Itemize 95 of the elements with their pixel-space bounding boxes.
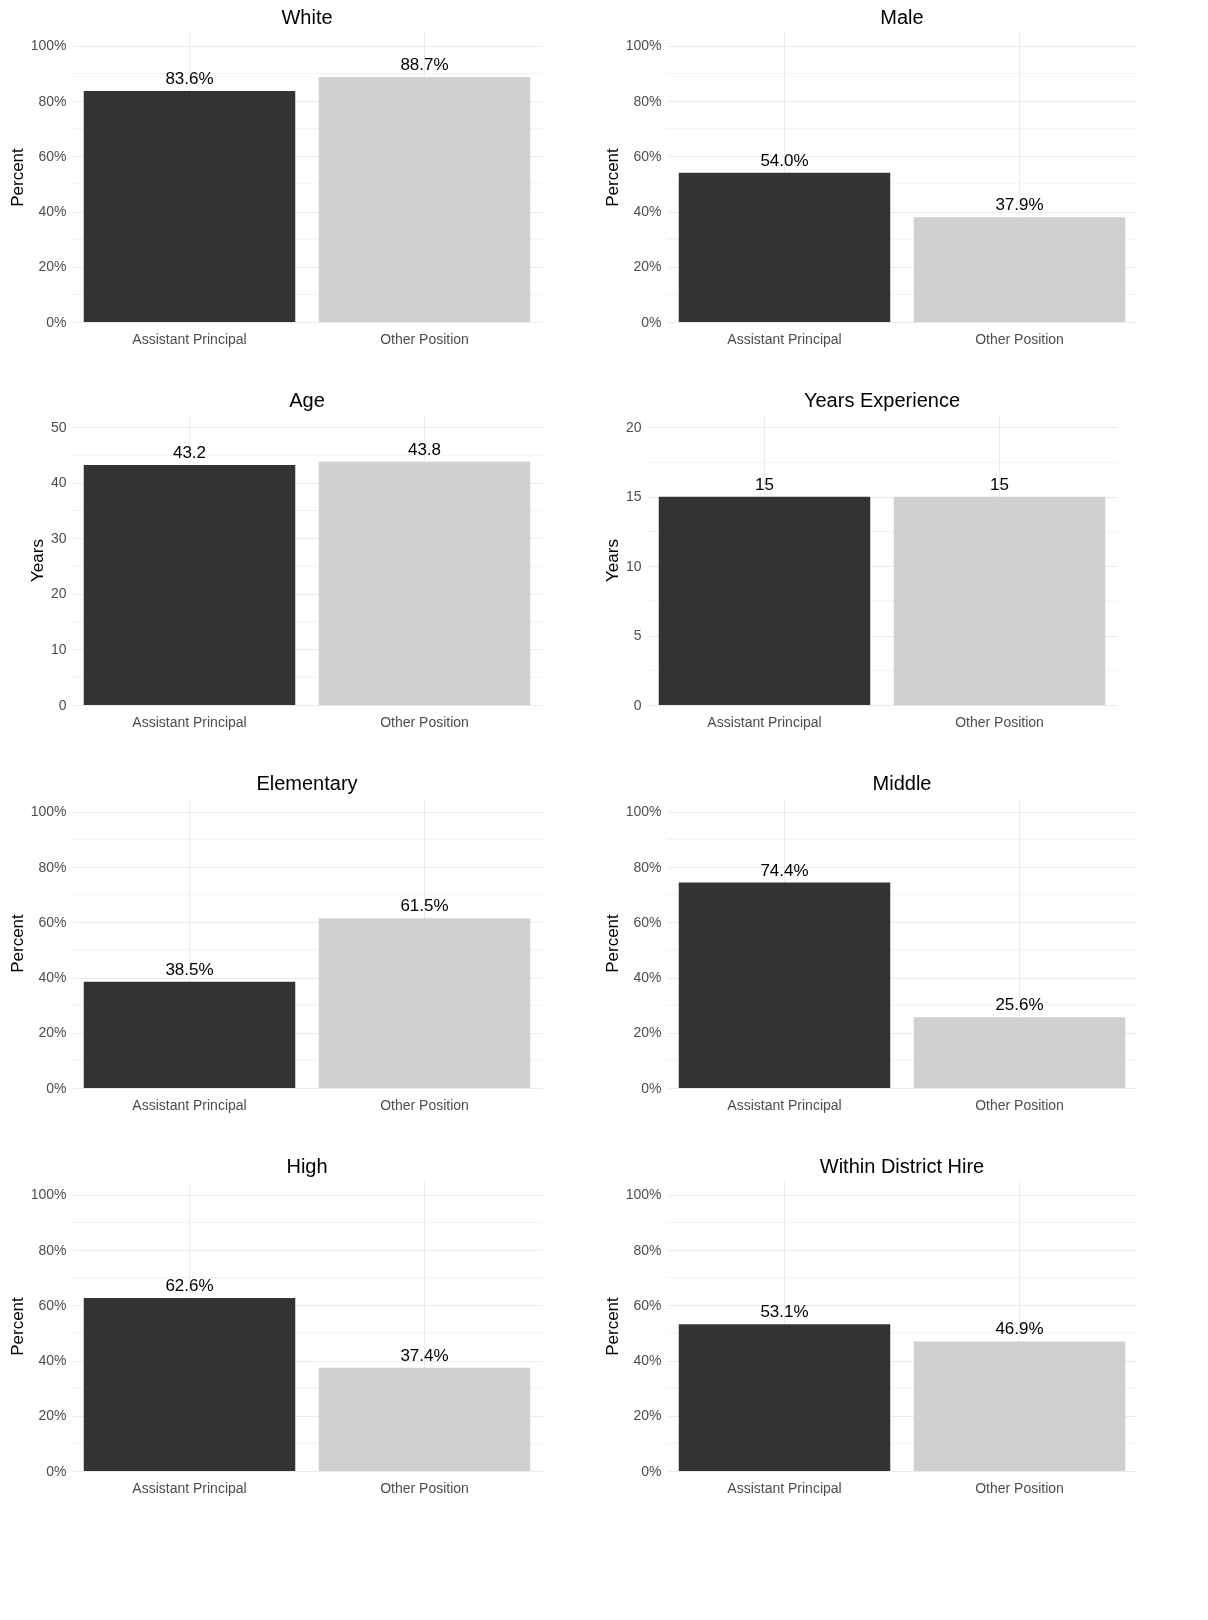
x-tick-label: Assistant Principal bbox=[132, 1479, 247, 1496]
y-axis-title: Percent bbox=[7, 147, 27, 207]
y-tick-label: 80% bbox=[38, 1241, 67, 1258]
y-tick-label: 20% bbox=[38, 1407, 67, 1424]
y-tick-label: 20% bbox=[633, 1407, 662, 1424]
data-label: 37.9% bbox=[995, 195, 1044, 215]
y-tick-label: 30 bbox=[50, 529, 67, 546]
y-tick-label: 40% bbox=[633, 969, 662, 986]
data-label: 83.6% bbox=[165, 69, 214, 89]
data-label: 46.9% bbox=[995, 1319, 1044, 1339]
chart-title: Elementary bbox=[256, 772, 358, 794]
y-tick-label: 60% bbox=[633, 1296, 662, 1313]
y-axis-title: Percent bbox=[602, 913, 622, 973]
data-label: 25.6% bbox=[995, 995, 1044, 1015]
y-axis-title: Percent bbox=[7, 913, 27, 973]
data-label: 88.7% bbox=[400, 55, 449, 75]
y-tick-label: 40% bbox=[633, 203, 662, 220]
y-tick-label: 80% bbox=[38, 92, 67, 109]
y-axis-title: Percent bbox=[602, 147, 622, 207]
chart-title: Within District Hire bbox=[819, 1155, 985, 1177]
y-tick-label: 0% bbox=[641, 1462, 662, 1479]
chart-title: Years Experience bbox=[803, 389, 961, 411]
y-tick-label: 0% bbox=[46, 1462, 67, 1479]
y-tick-label: 0 bbox=[633, 696, 642, 713]
x-tick-label: Assistant Principal bbox=[727, 1479, 842, 1496]
data-label: 74.4% bbox=[760, 860, 809, 880]
y-tick-label: 10 bbox=[50, 640, 67, 657]
x-tick-label: Assistant Principal bbox=[707, 713, 822, 730]
y-tick-label: 100% bbox=[625, 1186, 662, 1203]
y-tick-label: 0% bbox=[46, 1079, 67, 1096]
y-tick-label: 80% bbox=[38, 858, 67, 875]
y-tick-label: 20% bbox=[633, 258, 662, 275]
y-tick-label: 10 bbox=[625, 557, 642, 574]
x-tick-label: Other Position bbox=[975, 330, 1064, 347]
y-tick-label: 60% bbox=[38, 147, 67, 164]
x-tick-label: Assistant Principal bbox=[132, 1096, 247, 1113]
chart-title: Age bbox=[289, 389, 325, 411]
data-label: 62.6% bbox=[165, 1276, 214, 1296]
x-tick-label: Assistant Principal bbox=[727, 330, 842, 347]
y-axis-title: Percent bbox=[602, 1296, 622, 1356]
data-label: 43.2 bbox=[172, 443, 207, 462]
data-label: 53.1% bbox=[760, 1302, 809, 1322]
y-tick-label: 100% bbox=[625, 37, 662, 54]
x-tick-label: Other Position bbox=[380, 713, 469, 730]
data-label: 15 bbox=[990, 474, 1009, 494]
y-tick-label: 60% bbox=[633, 913, 662, 930]
y-tick-label: 80% bbox=[633, 92, 662, 109]
y-tick-label: 20 bbox=[50, 585, 67, 602]
x-tick-label: Assistant Principal bbox=[132, 330, 247, 347]
data-label: 61.5% bbox=[400, 896, 449, 916]
chart-title: Male bbox=[880, 6, 924, 28]
y-axis-title: Percent bbox=[7, 1296, 27, 1356]
data-label: 37.4% bbox=[400, 1345, 449, 1365]
x-tick-label: Other Position bbox=[380, 1479, 469, 1496]
y-tick-label: 20% bbox=[38, 258, 67, 275]
data-label: 54.0% bbox=[760, 150, 809, 170]
chart-title: Middle bbox=[872, 772, 932, 794]
y-tick-label: 100% bbox=[30, 37, 67, 54]
data-label: 38.5% bbox=[165, 959, 214, 979]
y-axis-title: Years bbox=[27, 539, 47, 582]
y-tick-label: 40% bbox=[38, 203, 67, 220]
y-tick-label: 100% bbox=[30, 803, 67, 820]
chart-title: White bbox=[281, 6, 333, 28]
y-tick-label: 40% bbox=[633, 1352, 662, 1369]
chart-title: High bbox=[286, 1155, 328, 1177]
x-tick-label: Other Position bbox=[380, 330, 469, 347]
x-tick-label: Other Position bbox=[975, 1096, 1064, 1113]
x-tick-label: Assistant Principal bbox=[132, 713, 247, 730]
y-tick-label: 20 bbox=[625, 418, 642, 435]
data-label: 43.8 bbox=[407, 439, 442, 459]
y-tick-label: 60% bbox=[633, 147, 662, 164]
y-tick-label: 20% bbox=[38, 1024, 67, 1041]
y-tick-label: 100% bbox=[30, 1186, 67, 1203]
y-tick-label: 40 bbox=[50, 474, 67, 491]
y-tick-label: 0% bbox=[46, 313, 67, 330]
y-tick-label: 20% bbox=[633, 1024, 662, 1041]
x-tick-label: Other Position bbox=[380, 1096, 469, 1113]
y-tick-label: 60% bbox=[38, 1296, 67, 1313]
y-tick-label: 0 bbox=[58, 696, 67, 713]
y-tick-label: 80% bbox=[633, 858, 662, 875]
x-tick-label: Other Position bbox=[955, 713, 1044, 730]
y-tick-label: 80% bbox=[633, 1241, 662, 1258]
y-tick-label: 40% bbox=[38, 969, 67, 986]
y-tick-label: 60% bbox=[38, 913, 67, 930]
y-axis-title: Years bbox=[602, 539, 622, 582]
x-tick-label: Other Position bbox=[975, 1479, 1064, 1496]
y-tick-label: 15 bbox=[625, 488, 642, 505]
y-tick-label: 0% bbox=[641, 1079, 662, 1096]
y-tick-label: 50 bbox=[50, 418, 67, 435]
y-tick-label: 40% bbox=[38, 1352, 67, 1369]
data-label: 15 bbox=[755, 474, 774, 494]
y-tick-label: 100% bbox=[625, 803, 662, 820]
y-tick-label: 0% bbox=[641, 313, 662, 330]
x-tick-label: Assistant Principal bbox=[727, 1096, 842, 1113]
y-tick-label: 5 bbox=[633, 627, 642, 644]
